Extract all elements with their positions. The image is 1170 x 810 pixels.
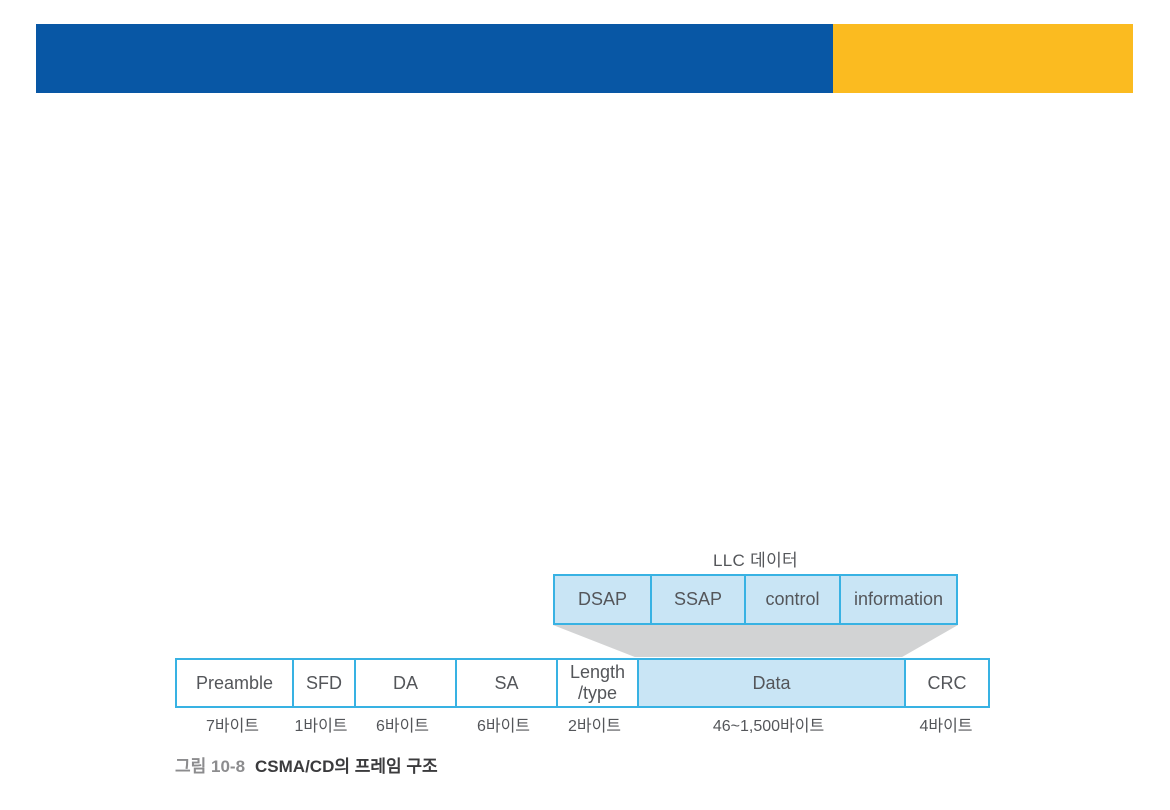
frame-cell-sa: SA [455, 660, 556, 706]
frame-cell-label: SA [494, 672, 519, 693]
header-yellow-segment [833, 24, 1133, 93]
page-header-bar [36, 24, 1133, 93]
size-label-sa: 6바이트 [476, 718, 531, 735]
llc-cell-information: information [839, 576, 956, 623]
frame-cell-label: Length [569, 662, 626, 683]
frame-cell-label-line2: /type [577, 683, 618, 703]
llc-cell-control: control [744, 576, 839, 623]
figure-caption-text: CSMA/CD의 프레임 구조 [255, 757, 438, 776]
llc-field-row: DSAP SSAP control information [553, 574, 958, 625]
frame-cell-label: SFD [306, 672, 342, 693]
figure-number-label: 그림 10-8 [175, 757, 246, 776]
size-label-data: 46~1,500바이트 [712, 718, 825, 735]
size-label-crc: 4바이트 [919, 718, 973, 735]
frame-cell-label: CRC [927, 672, 967, 693]
llc-cell-dsap: DSAP [577, 589, 628, 609]
frame-field-row: Preamble SFD DA SA Length /type Data CRC [175, 658, 990, 708]
frame-cell-label: Data [752, 672, 791, 693]
size-label-preamble: 7바이트 [205, 718, 260, 735]
llc-cell-ssap: SSAP [650, 576, 744, 623]
frame-cell-sfd: SFD [292, 660, 354, 706]
size-label-sfd: 1바이트 [294, 718, 348, 735]
expansion-trapezoid [553, 625, 958, 657]
size-label-da: 6바이트 [375, 718, 430, 735]
frame-cell-preamble: Preamble [177, 660, 292, 706]
frame-cell-label: DA [392, 672, 418, 693]
size-label-length-type: 2바이트 [567, 718, 622, 735]
frame-size-row: 7바이트 1바이트 6바이트 6바이트 2바이트 46~1,500바이트 4바이… [175, 714, 990, 735]
figure-caption: 그림 10-8 CSMA/CD의 프레임 구조 [175, 752, 438, 777]
header-blue-segment [36, 24, 833, 93]
frame-cell-length-type: Length /type [556, 660, 637, 706]
frame-cell-crc: CRC [904, 660, 988, 706]
frame-cell-da: DA [354, 660, 455, 706]
frame-cell-data: Data [637, 660, 904, 706]
frame-cell-label: Preamble [195, 672, 274, 693]
llc-data-label: LLC 데이터 [713, 551, 798, 570]
